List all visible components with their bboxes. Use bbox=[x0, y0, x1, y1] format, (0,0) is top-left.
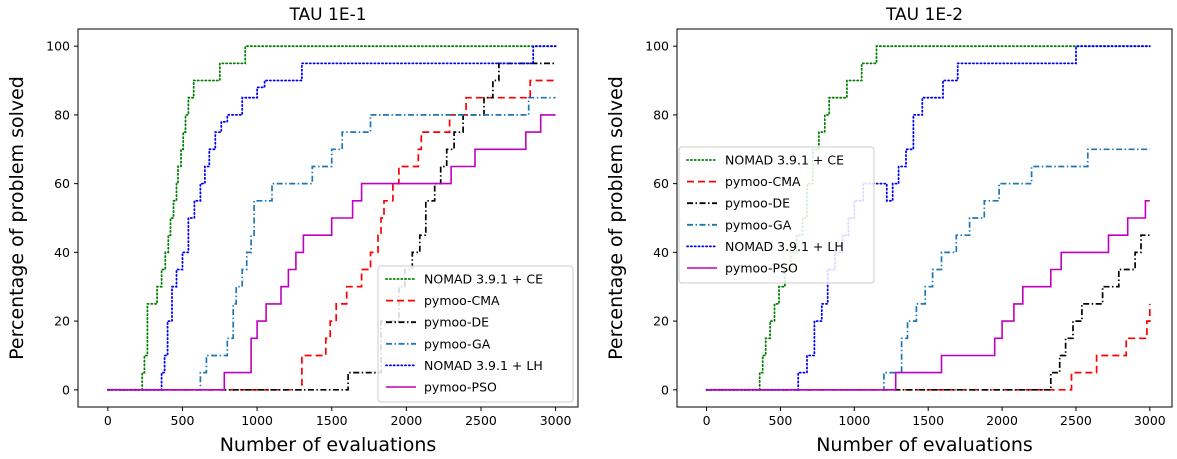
y-tick-label: 60 bbox=[653, 176, 669, 191]
series-line-3 bbox=[107, 96, 556, 391]
series-line-5 bbox=[706, 200, 1150, 391]
plot-frame bbox=[676, 28, 1173, 408]
legend-label: pymoo-GA bbox=[725, 217, 792, 232]
legend-label: NOMAD 3.9.1 + CE bbox=[424, 272, 543, 287]
x-tick-label: 2500 bbox=[465, 413, 497, 428]
chart-left: TAU 1E-1 0 500 1000 1500 2000 2500 3000 0 20 40 60 8… bbox=[6, 5, 579, 456]
legend: NOMAD 3.9.1 + CE pymoo-CMA pymoo-DE pymoo-G… bbox=[377, 265, 574, 403]
legend-label: pymoo-DE bbox=[725, 196, 790, 211]
series-line-1 bbox=[706, 303, 1151, 391]
x-tick-label: 1500 bbox=[316, 413, 348, 428]
series-group bbox=[107, 45, 557, 391]
legend-label: pymoo-CMA bbox=[424, 293, 500, 308]
legend-label: pymoo-PSO bbox=[725, 261, 798, 276]
x-tick-label: 1000 bbox=[241, 413, 273, 428]
legend-label: NOMAD 3.9.1 + CE bbox=[725, 153, 844, 168]
y-tick-label: 40 bbox=[653, 245, 669, 260]
x-tick-label: 500 bbox=[769, 413, 793, 428]
y-tick-label: 80 bbox=[54, 107, 70, 122]
x-tick-label: 2000 bbox=[390, 413, 422, 428]
legend-label: pymoo-DE bbox=[424, 315, 489, 330]
x-tick-label: 0 bbox=[104, 413, 112, 428]
y-tick-label: 100 bbox=[645, 39, 669, 54]
x-tick-label: 3000 bbox=[540, 413, 572, 428]
series-line-4 bbox=[107, 45, 557, 391]
x-axis-label: Number of evaluations bbox=[816, 434, 1033, 456]
series-line-3 bbox=[706, 148, 1150, 391]
legend-label: pymoo-CMA bbox=[725, 174, 801, 189]
series-line-5 bbox=[107, 114, 556, 391]
series-line-2 bbox=[107, 62, 556, 391]
y-tick-label: 100 bbox=[46, 39, 70, 54]
series-line-1 bbox=[107, 79, 556, 391]
legend-label: NOMAD 3.9.1 + LH bbox=[725, 239, 844, 254]
x-tick-label: 3000 bbox=[1134, 413, 1166, 428]
series-line-0 bbox=[107, 45, 557, 391]
x-axis-label: Number of evaluations bbox=[220, 434, 437, 456]
y-tick-label: 20 bbox=[54, 314, 70, 329]
x-tick-label: 1500 bbox=[912, 413, 944, 428]
series-line-2 bbox=[706, 234, 1150, 391]
x-tick-label: 2000 bbox=[986, 413, 1018, 428]
legend-label: NOMAD 3.9.1 + LH bbox=[424, 358, 543, 373]
legend: NOMAD 3.9.1 + CE pymoo-CMA pymoo-DE pymoo-G… bbox=[678, 146, 875, 284]
y-tick-label: 80 bbox=[653, 107, 669, 122]
plot-frame bbox=[77, 28, 579, 408]
x-tick-label: 500 bbox=[171, 413, 195, 428]
y-tick-label: 60 bbox=[54, 176, 70, 191]
y-tick-label: 0 bbox=[62, 382, 70, 397]
chart-title: TAU 1E-2 bbox=[885, 5, 963, 25]
chart-right: TAU 1E-2 0 500 1000 1500 2000 2500 3000 0 20 40 60 8… bbox=[605, 5, 1173, 456]
chart-title: TAU 1E-1 bbox=[288, 5, 366, 25]
legend-label: pymoo-PSO bbox=[424, 380, 497, 395]
x-tick-label: 0 bbox=[703, 413, 711, 428]
legend-label: pymoo-GA bbox=[424, 336, 491, 351]
x-tick-label: 2500 bbox=[1060, 413, 1092, 428]
y-axis-label: Percentage of problem solved bbox=[6, 76, 28, 360]
y-tick-label: 0 bbox=[661, 382, 669, 397]
y-tick-label: 20 bbox=[653, 314, 669, 329]
y-tick-label: 40 bbox=[54, 245, 70, 260]
x-tick-label: 1000 bbox=[838, 413, 870, 428]
y-axis-label: Percentage of problem solved bbox=[605, 76, 627, 360]
